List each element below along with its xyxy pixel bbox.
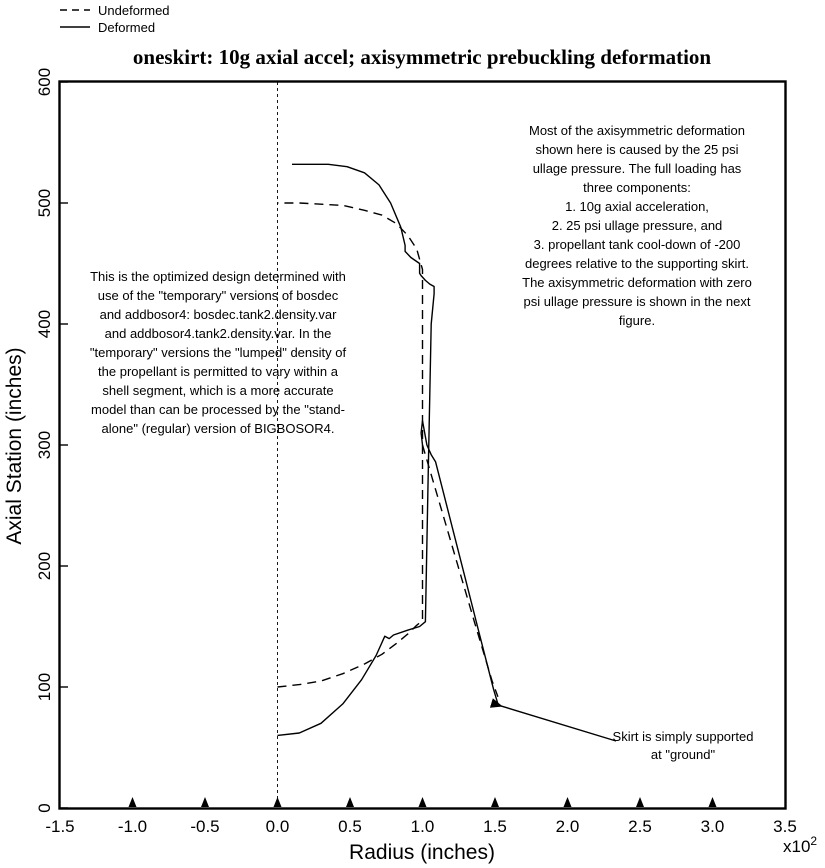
x-tick-label: 2.0 (556, 817, 580, 836)
annotation-line: psi ullage pressure is shown in the next (524, 294, 751, 309)
y-tick-label: 200 (35, 552, 54, 580)
support-marker (418, 797, 427, 807)
x-axis-multiplier-base: x10 (783, 837, 810, 856)
x-tick-label: 2.5 (628, 817, 652, 836)
x-tick-label: 0.0 (266, 817, 290, 836)
annotation-right-note: Most of the axisymmetric deformation show… (522, 123, 752, 328)
legend-deformed-label: Deformed (98, 20, 155, 35)
annotation-line: 3. propellant tank cool-down of -200 (534, 237, 741, 252)
support-marker (128, 797, 137, 807)
x-tick-label: -0.5 (190, 817, 219, 836)
annotation-line: The axisymmetric deformation with zero (522, 275, 752, 290)
x-tick-label: -1.0 (118, 817, 147, 836)
y-tick-label: 100 (35, 673, 54, 701)
y-axis-ticks: 0 100 200 300 400 500 600 (35, 68, 68, 813)
annotation-line: at "ground" (651, 747, 716, 762)
x-axis-multiplier-exponent: 2 (810, 834, 817, 848)
annotation-line: ullage pressure. The full loading has (533, 161, 742, 176)
x-tick-label: -1.5 (45, 817, 74, 836)
x-axis-ticks: -1.5 -1.0 -0.5 0.0 0.5 1.0 1.5 2.0 2.5 3.0 3.5 (45, 817, 796, 836)
support-marker (636, 797, 644, 807)
x-axis-multiplier: x102 (783, 834, 817, 856)
support-marker (201, 797, 209, 807)
series-line-undeformed-1 (421, 444, 499, 697)
support-marker (708, 797, 717, 807)
x-tick-label: 3.5 (773, 817, 797, 836)
y-axis-label: Axial Station (inches) (3, 347, 26, 544)
support-marker (563, 797, 572, 807)
annotation-line: the propellant is permitted to vary with… (98, 364, 339, 379)
series-line-deformed-3 (420, 420, 499, 705)
chart-title: oneskirt: 10g axial accel; axisymmetric … (133, 45, 712, 69)
annotation-line: shell segment, which is a more accurate (102, 383, 333, 398)
annotation-line: use of the "temporary" versions of bosde… (98, 288, 339, 303)
annotation-line: and addbosor4: bosdec.tank2.density.var (100, 307, 337, 322)
support-marker (346, 797, 354, 807)
y-tick-label: 300 (35, 431, 54, 459)
x-tick-label: 1.5 (483, 817, 507, 836)
annotation-line: "temporary" versions the "lumped" densit… (90, 345, 347, 360)
y-tick-label: 500 (35, 189, 54, 217)
annotation-line: figure. (619, 313, 655, 328)
legend: Undeformed Deformed (60, 3, 170, 35)
series-line-deformed-2 (277, 163, 435, 737)
annotation-support-note: Skirt is simply supported at "ground" (613, 729, 754, 762)
y-tick-label: 600 (35, 68, 54, 96)
y-tick-label: 400 (35, 310, 54, 338)
legend-undeformed-label: Undeformed (98, 3, 170, 18)
annotation-line: model than can be processed by the "stan… (91, 402, 345, 417)
annotation-line: shown here is caused by the 25 psi (535, 142, 738, 157)
plot-frame (58, 80, 787, 810)
x-tick-label: 3.0 (701, 817, 725, 836)
x-axis-label: Radius (inches) (349, 841, 495, 864)
annotation-line: and addbosor4.tank2.density.var. In the (105, 326, 332, 341)
series-layer (277, 82, 499, 808)
annotation-line: Most of the axisymmetric deformation (529, 123, 745, 138)
annotation-line: This is the optimized design determined … (90, 269, 346, 284)
annotation-left-note: This is the optimized design determined … (90, 269, 347, 436)
y-tick-label: 0 (35, 803, 54, 812)
annotation-line: Skirt is simply supported (613, 729, 754, 744)
x-tick-label: 0.5 (338, 817, 362, 836)
support-marker (491, 797, 499, 807)
x-tick-label: 1.0 (411, 817, 435, 836)
annotation-line: 2. 25 psi ullage pressure, and (552, 218, 723, 233)
annotation-line: three components: (583, 180, 691, 195)
annotation-line: 1. 10g axial acceleration, (565, 199, 709, 214)
annotation-support-arrow (489, 698, 617, 742)
annotation-line: degrees relative to the supporting skirt… (525, 256, 749, 271)
annotation-line: alone" (regular) version of BIGBOSOR4. (102, 421, 335, 436)
support-markers (128, 797, 717, 807)
